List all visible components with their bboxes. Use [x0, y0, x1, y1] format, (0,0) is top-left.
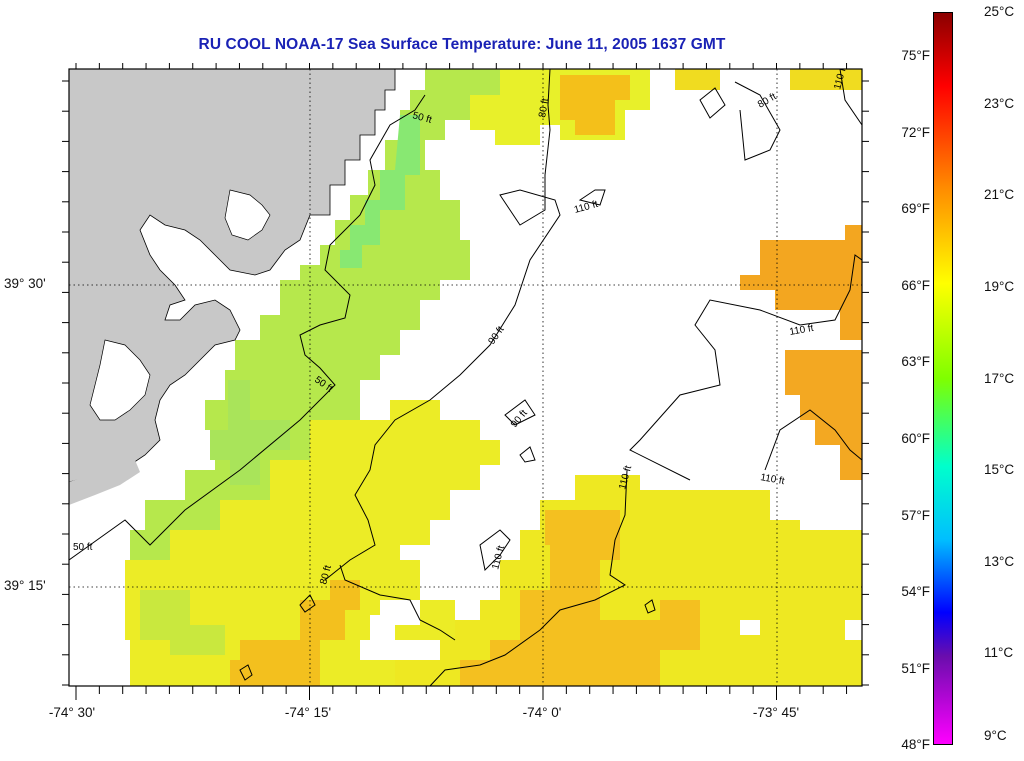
contour-small-2: [239, 664, 253, 681]
graticule: [69, 69, 862, 686]
lon-label-4: -73° 45': [752, 705, 800, 720]
map-frame: [68, 68, 863, 687]
axis-ticks: [62, 63, 869, 700]
land-barrier-islands: [69, 460, 140, 505]
celsius-label: 15°C: [984, 462, 1015, 478]
sst-region-north-orange: [560, 75, 630, 135]
celsius-label: 25°C: [984, 4, 1015, 19]
lat-label-1: 39° 30': [4, 276, 46, 291]
sst-region-east-orange-2: [785, 350, 862, 480]
contour-small-3: [644, 599, 656, 614]
fahrenheit-label: 63°F: [901, 354, 930, 370]
contour-label-50ft: 50 ft: [411, 110, 433, 126]
fahrenheit-label: 60°F: [901, 431, 930, 446]
contour-label-80ft: 80 ft: [537, 97, 551, 118]
sst-region-cool-core: [340, 115, 420, 268]
contour-label-110ft-b: 110 ft: [789, 323, 815, 338]
chart-title: RU COOL NOAA-17 Sea Surface Temperature:…: [198, 36, 726, 53]
land-new-jersey: [69, 69, 396, 483]
fahrenheit-label: 66°F: [901, 277, 930, 293]
contour-80ft: [324, 69, 561, 581]
sst-region-ne-yellow: [675, 69, 862, 90]
contour-small-1: [299, 594, 316, 613]
fahrenheit-label: 72°F: [901, 124, 930, 140]
fahrenheit-label: 69°F: [901, 201, 930, 217]
celsius-label: 17°C: [984, 370, 1015, 386]
contour-80ft-sw: [339, 564, 456, 641]
contour-label-110ft-e: 110 ft: [759, 472, 785, 487]
sst-region-cloud-1: [370, 600, 420, 640]
land-bay-water: [89, 339, 151, 421]
fahrenheit-label: 51°F: [901, 660, 930, 676]
contour-110ft-a: [578, 189, 606, 206]
lon-label-1: -74° 30': [48, 705, 96, 720]
celsius-label: 13°C: [984, 553, 1015, 569]
contour-110ft-c: [479, 529, 511, 572]
contour-label-50ft-c: 50 ft: [73, 542, 93, 553]
contour-90ft-a: [504, 399, 536, 426]
contour-110ft-d: [429, 469, 628, 686]
contour-90ft-b: [519, 446, 536, 463]
fahrenheit-label: 54°F: [901, 584, 930, 600]
land-bay-water-2: [224, 189, 271, 241]
contour-label-80ft-c: 80 ft: [318, 564, 334, 586]
sst-region-east-orange: [740, 225, 862, 340]
temperature-colorbar: [933, 12, 953, 745]
sst-region-nearshore-green: [210, 380, 290, 485]
fahrenheit-label: 57°F: [901, 507, 930, 523]
lat-label-2: 39° 15': [4, 578, 46, 593]
celsius-label: 21°C: [984, 187, 1015, 203]
sst-region-southeast-orange: [460, 510, 700, 686]
contour-110ft-ne: [839, 69, 862, 126]
celsius-label: 9°C: [984, 728, 1007, 743]
fahrenheit-label: 48°F: [901, 737, 930, 753]
lon-label-2: -74° 15': [284, 705, 332, 720]
sst-field: [125, 69, 862, 686]
celsius-label: 23°C: [984, 95, 1015, 111]
celsius-label: 19°C: [984, 278, 1015, 294]
contour-110ft-e: [764, 409, 862, 471]
sst-region-sw-green: [140, 590, 225, 655]
sst-region-cloud-2: [740, 620, 862, 640]
fahrenheit-label: 75°F: [901, 48, 930, 63]
contour-110ft-b: [629, 254, 862, 481]
lon-label-3: -74° 0': [522, 705, 562, 720]
contour-80ft-ne: [699, 81, 781, 161]
sst-region-southwest-orange: [230, 580, 360, 686]
celsius-label: 11°C: [984, 645, 1014, 661]
